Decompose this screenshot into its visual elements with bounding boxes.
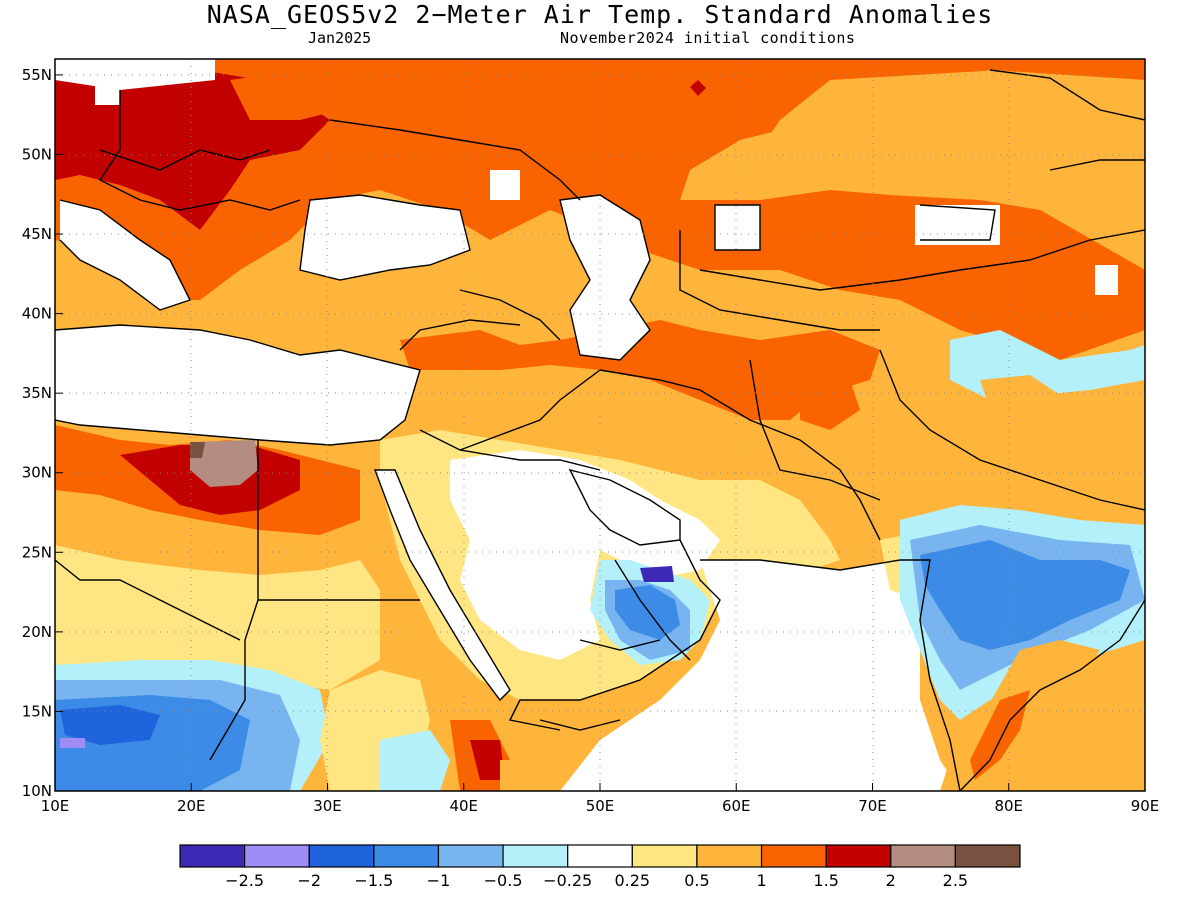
band-arabia-cool-deep (615, 585, 680, 640)
map-title: NASA_GEOS5v2 2−Meter Air Temp. Standard … (206, 0, 994, 29)
legend-swatch (631, 844, 698, 868)
adriatic-mask (60, 200, 190, 310)
y-tick-label: 35N (22, 384, 52, 402)
legend-label: −2 (297, 871, 321, 890)
legend-swatch (437, 844, 504, 868)
legend-swatch (954, 844, 1021, 868)
legend-label: 0.25 (614, 871, 650, 890)
legend-label: −1 (427, 871, 451, 890)
legend-label: 2 (886, 871, 896, 890)
legend-label: −1.5 (354, 871, 393, 890)
legend-swatch (567, 844, 633, 868)
legend-swatch (502, 844, 569, 868)
x-tick-label: 90E (1131, 797, 1160, 815)
band-europe-orange (230, 70, 340, 120)
legend-label: 2.5 (943, 871, 968, 890)
legend-swatch (890, 844, 956, 868)
band-indian-ocean (560, 560, 960, 791)
x-tick-label: 40E (449, 797, 478, 815)
x-tick-label: 50E (586, 797, 615, 815)
legend-label: 0.5 (684, 871, 709, 890)
x-tick-label: 20E (177, 797, 206, 815)
legend-swatch (373, 844, 440, 868)
band-sahara-light (55, 545, 380, 690)
legend-swatch (308, 844, 375, 868)
band-afghan (800, 380, 860, 430)
legend-swatch (760, 844, 827, 868)
y-tick-label: 30N (22, 464, 52, 482)
legend-label: −0.5 (484, 871, 523, 890)
forecast-month: Jan2025 (308, 29, 372, 47)
y-axis: 10N 15N 20N 25N 30N 35N 40N 45N 50N 55N (22, 66, 63, 800)
persian-gulf-mask (570, 470, 680, 545)
legend-swatch (244, 844, 310, 868)
x-tick-label: 70E (858, 797, 887, 815)
anomaly-field (55, 59, 1145, 791)
black-sea-mask (300, 195, 470, 280)
band-turkey-iran (400, 320, 880, 420)
y-tick-label: 55N (22, 66, 52, 84)
mediterranean-mask (55, 325, 420, 445)
x-tick-label: 30E (313, 797, 342, 815)
legend-swatch (696, 844, 763, 868)
band-ne-light (750, 70, 1145, 190)
color-legend: −2.5 −2 −1.5 −1 −0.5 −0.25 0.25 0.5 1 1.5 2 2.5 (179, 844, 1021, 890)
initial-conditions-label: November2024 initial conditions (560, 29, 856, 47)
x-tick-label: 10E (41, 797, 70, 815)
y-tick-label: 20N (22, 623, 52, 641)
coastlines (55, 69, 1145, 791)
x-tick-label: 60E (722, 797, 751, 815)
legend-label: 1 (756, 871, 766, 890)
y-tick-label: 40N (22, 305, 52, 323)
aral-mask (715, 205, 760, 250)
band-india-cool-deep (920, 540, 1130, 650)
y-tick-label: 45N (22, 225, 52, 243)
band-libya-2-2.5 (190, 440, 258, 487)
y-tick-label: 25N (22, 543, 52, 561)
legend-swatch (825, 844, 892, 868)
legend-label: −2.5 (225, 871, 264, 890)
x-axis: 10E 20E 30E 40E 50E 60E 70E 80E 90E (41, 783, 1160, 815)
graticule (55, 59, 1145, 791)
legend-label: −0.25 (543, 871, 592, 890)
y-tick-label: 10N (22, 782, 52, 800)
y-tick-label: 50N (22, 145, 52, 163)
legend-label: 1.5 (813, 871, 838, 890)
caspian-mask (560, 195, 650, 360)
y-tick-label: 15N (22, 702, 52, 720)
x-tick-label: 80E (994, 797, 1023, 815)
red-sea-mask (375, 470, 510, 700)
legend-swatch (179, 844, 246, 868)
balkhash-mask (915, 205, 1000, 245)
